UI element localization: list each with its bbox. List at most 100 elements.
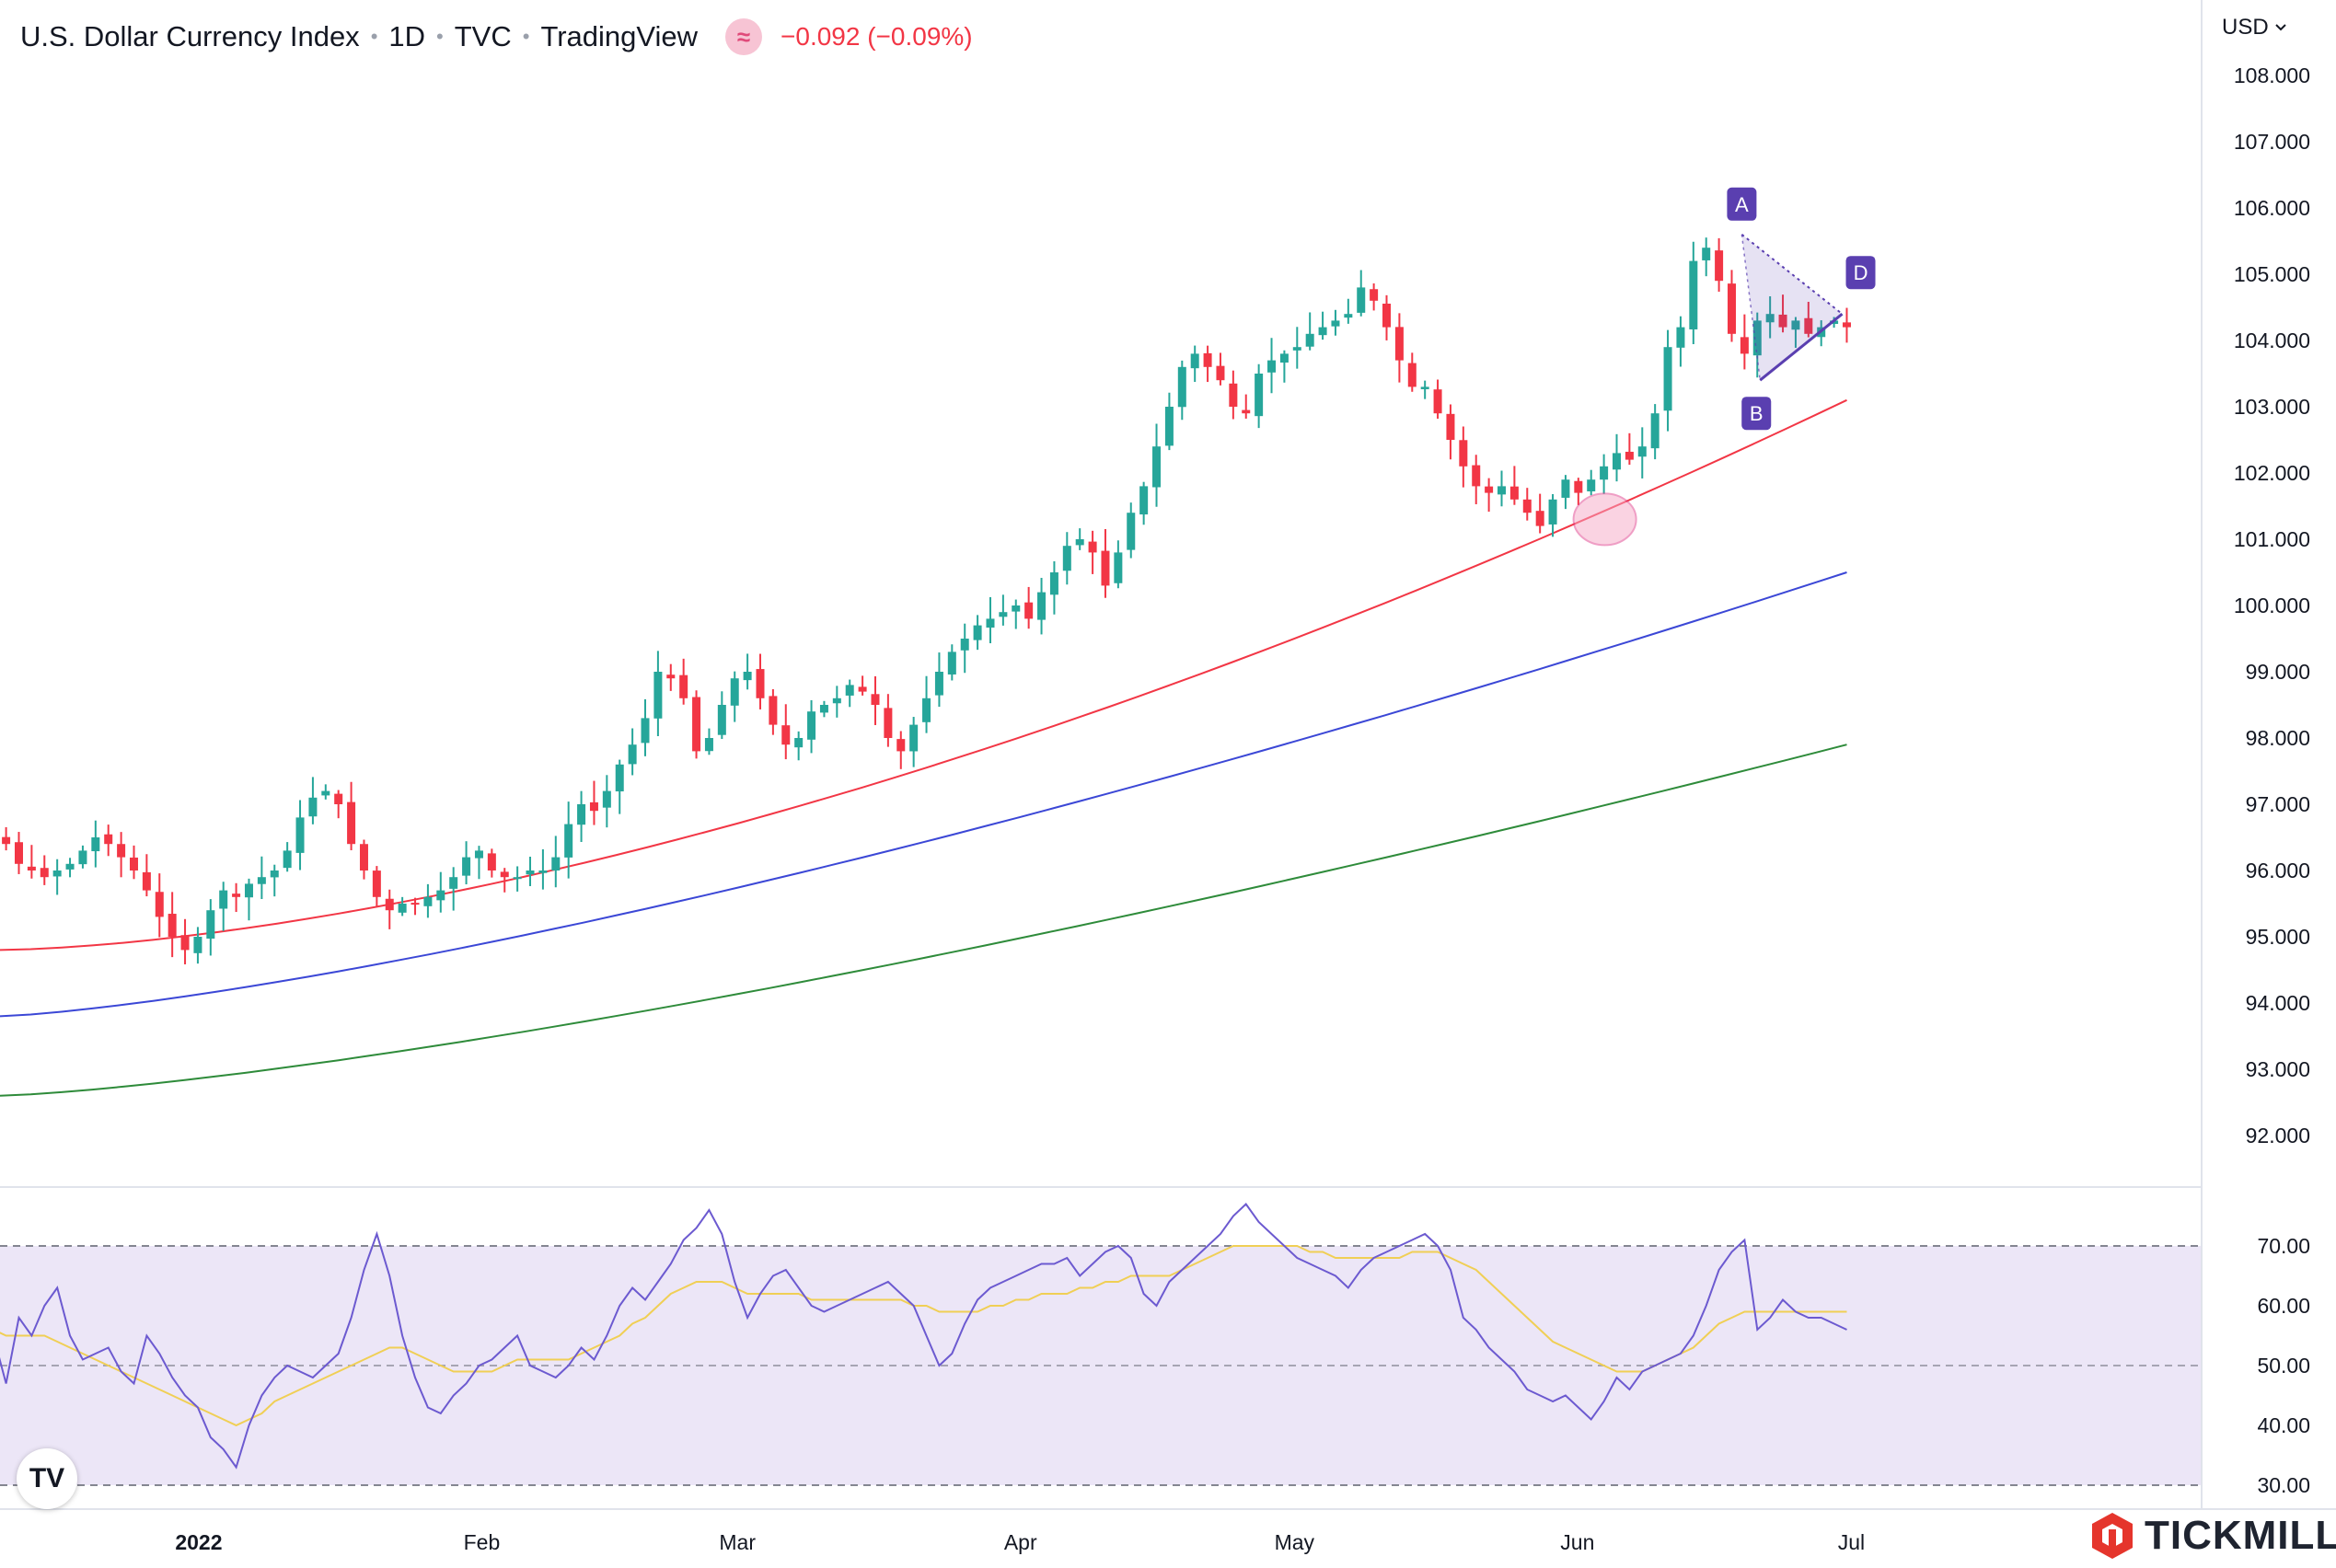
candle xyxy=(615,759,624,814)
candle-body xyxy=(692,697,701,752)
candle xyxy=(1088,530,1097,574)
candle-body xyxy=(1370,289,1379,301)
candle xyxy=(692,690,701,759)
candle xyxy=(781,704,791,760)
candle xyxy=(1522,488,1532,521)
candle-body xyxy=(1663,347,1672,411)
candle xyxy=(1177,360,1186,421)
symbol-title[interactable]: U.S. Dollar Currency Index xyxy=(20,20,360,52)
candle-body xyxy=(1689,260,1698,329)
candle-body xyxy=(372,870,381,897)
candle xyxy=(487,848,496,878)
candle-body xyxy=(641,718,650,744)
time-tick-label: May xyxy=(1275,1530,1315,1554)
candle-body xyxy=(1509,486,1519,500)
price-tick-label: 108.000 xyxy=(2234,63,2310,87)
candle-body xyxy=(244,883,253,898)
pattern-point-d[interactable]: D xyxy=(1845,256,1876,290)
candle xyxy=(756,653,765,709)
candle xyxy=(717,691,726,740)
candle xyxy=(1420,380,1429,399)
candle xyxy=(423,883,433,918)
candle-body xyxy=(411,903,420,905)
candle xyxy=(1446,404,1455,460)
candle-body xyxy=(2,836,11,845)
price-tick-label: 102.000 xyxy=(2234,461,2310,485)
candle xyxy=(359,839,368,880)
candle xyxy=(526,856,535,886)
candle xyxy=(117,832,126,878)
candle-body xyxy=(1114,552,1123,583)
candle-body xyxy=(308,797,318,817)
candle xyxy=(1498,470,1507,507)
candle-body xyxy=(40,868,49,878)
candle xyxy=(1587,469,1596,496)
candle xyxy=(960,623,969,674)
candle xyxy=(1676,316,1685,367)
ma-line-ma200 xyxy=(0,744,1847,1097)
candle xyxy=(2,826,11,851)
pattern-lower-line xyxy=(1759,313,1844,382)
price-tick-label: 93.000 xyxy=(2246,1057,2310,1081)
candle xyxy=(193,927,202,964)
wave-icon[interactable]: ≈ xyxy=(725,18,763,55)
price-tick-label: 104.000 xyxy=(2234,329,2310,352)
exchange-label: TVC xyxy=(454,20,512,52)
candle xyxy=(819,700,828,718)
candle-body xyxy=(1522,499,1532,513)
candle-body xyxy=(283,850,292,869)
triangle-pattern: A B D xyxy=(1572,187,1876,547)
candle-body xyxy=(756,669,765,698)
interval-label[interactable]: 1D xyxy=(388,20,426,52)
candle-body xyxy=(1190,353,1199,369)
time-tick-label: Mar xyxy=(719,1530,756,1554)
candle xyxy=(577,790,586,842)
candle-body xyxy=(1229,383,1238,407)
candle-body xyxy=(1331,320,1340,327)
candle xyxy=(1804,302,1813,338)
candle-body xyxy=(155,892,164,917)
ma-line-ma50 xyxy=(0,398,1847,951)
candle xyxy=(104,824,113,857)
candle-body xyxy=(653,672,663,719)
candle-body xyxy=(1127,513,1136,550)
candle-body xyxy=(666,674,676,679)
candle xyxy=(232,882,241,913)
pattern-point-b[interactable]: B xyxy=(1741,397,1772,431)
candle-body xyxy=(1625,451,1634,460)
candle-body xyxy=(1715,250,1724,282)
tradingview-logo-icon[interactable]: TV xyxy=(17,1448,77,1509)
time-axis[interactable]: 2022 Feb Mar Apr May Jun Jul xyxy=(175,1530,1865,1554)
candle xyxy=(538,848,548,890)
candle-body xyxy=(832,698,841,704)
candle-body xyxy=(1842,322,1851,328)
candle xyxy=(1331,309,1340,336)
rsi-axis[interactable]: 70.00 60.00 50.00 40.00 30.00 xyxy=(2257,1234,2310,1497)
candle xyxy=(653,651,663,736)
candle xyxy=(398,896,407,917)
candle-body xyxy=(999,612,1008,617)
candle xyxy=(1650,404,1659,460)
candle-body xyxy=(871,694,880,705)
candle xyxy=(1101,529,1110,598)
candle-body xyxy=(1292,347,1301,351)
candle-body xyxy=(909,724,919,752)
candle-body xyxy=(1394,327,1404,361)
candle xyxy=(1075,528,1084,550)
candle xyxy=(180,918,190,964)
currency-selector[interactable]: USD xyxy=(2222,15,2287,40)
candle-body xyxy=(922,698,931,722)
candle-body xyxy=(730,678,739,706)
candle-body xyxy=(1242,409,1251,414)
candle xyxy=(321,784,330,800)
rsi-tick-label: 30.00 xyxy=(2257,1473,2310,1497)
pattern-point-a[interactable]: A xyxy=(1727,187,1757,221)
candle-body xyxy=(129,857,138,870)
panel-frame xyxy=(0,0,2336,1510)
price-axis[interactable]: 108.000 107.000 106.000 105.000 104.000 103.0… xyxy=(2234,63,2310,1147)
pattern-badge-bg xyxy=(1845,256,1876,290)
candle-body xyxy=(321,790,330,796)
candle-body xyxy=(180,935,190,951)
candle-body xyxy=(1498,486,1507,495)
